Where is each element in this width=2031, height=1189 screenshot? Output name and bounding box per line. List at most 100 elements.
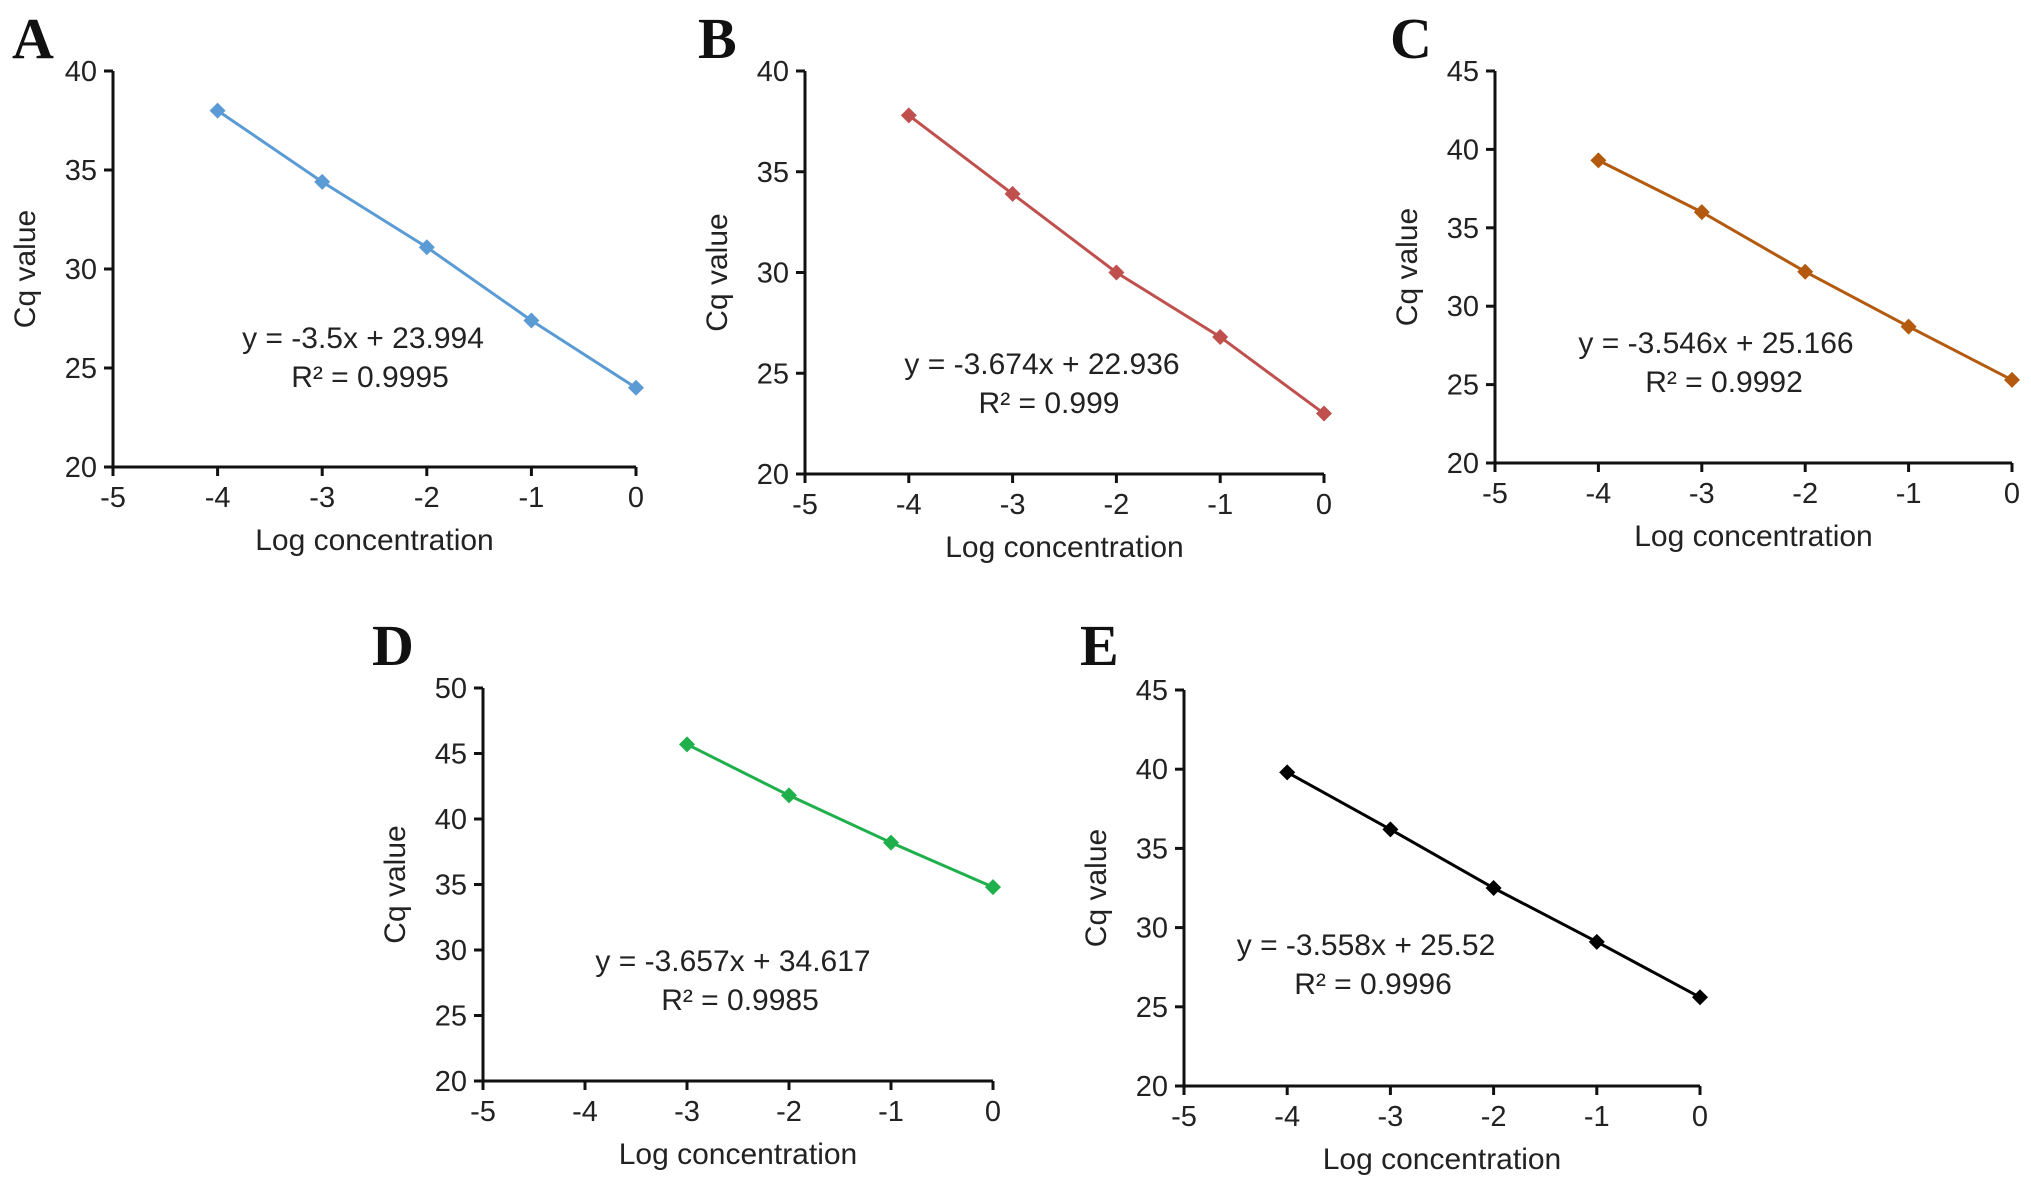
r-squared-label: R² = 0.9992 xyxy=(1645,366,1803,399)
y-tick-label: 20 xyxy=(757,459,789,491)
x-tick-label: -1 xyxy=(519,482,545,514)
y-tick-label: 25 xyxy=(1136,992,1168,1024)
trendline-equation: y = -3.5x + 23.994 xyxy=(242,322,484,355)
x-axis-label: Log concentration xyxy=(1323,1143,1562,1176)
r-squared-label: R² = 0.999 xyxy=(979,387,1120,420)
data-point xyxy=(1485,880,1502,896)
y-tick-label: 30 xyxy=(1447,291,1479,323)
y-axis-label: Cq value xyxy=(701,213,734,331)
y-tick-label: 25 xyxy=(757,358,789,390)
x-tick-label: -1 xyxy=(1207,489,1233,521)
y-tick-label: 35 xyxy=(435,870,467,902)
x-tick-label: -2 xyxy=(1104,489,1130,521)
series-line xyxy=(686,742,994,889)
y-tick-label: 25 xyxy=(435,1001,467,1033)
trendline-equation: y = -3.546x + 25.166 xyxy=(1578,327,1853,360)
x-tick-label: -3 xyxy=(1000,489,1026,521)
y-tick-label: 45 xyxy=(1136,675,1168,707)
y-tick-label: 35 xyxy=(65,155,97,187)
panel-letter: C xyxy=(1390,6,1432,71)
panel-letter: D xyxy=(372,613,414,678)
data-point xyxy=(1316,405,1332,422)
x-tick-label: -5 xyxy=(1171,1101,1197,1133)
x-tick-label: -5 xyxy=(470,1096,496,1128)
y-tick-label: 20 xyxy=(65,452,97,484)
y-tick-label: 45 xyxy=(435,739,467,771)
x-tick-label: -4 xyxy=(1586,478,1612,510)
x-tick-label: -2 xyxy=(1481,1101,1507,1133)
data-point xyxy=(1108,264,1125,281)
x-tick-label: -3 xyxy=(1689,478,1715,510)
r-squared-label: R² = 0.9995 xyxy=(291,361,449,394)
y-tick-label: 40 xyxy=(65,56,97,88)
data-point xyxy=(418,239,435,256)
y-tick-label: 20 xyxy=(435,1066,467,1098)
y-tick-label: 35 xyxy=(1447,213,1479,245)
data-point xyxy=(1004,185,1021,202)
x-tick-label: -4 xyxy=(572,1096,598,1128)
chart-panel-a: A 20 25 30 35 40 -5 -4 -3 -2 -1 0 Log concentration C… xyxy=(9,6,644,557)
chart-panel-e: E 20 25 30 35 40 45 -5 -4 -3 -2 -1 0 Log concentratio… xyxy=(1080,613,1708,1176)
y-tick-label: 30 xyxy=(65,254,97,286)
y-tick-label: 45 xyxy=(1447,56,1479,88)
data-point xyxy=(985,879,1001,896)
y-axis-label: Cq value xyxy=(1391,208,1424,326)
x-axis-label: Log concentration xyxy=(945,531,1184,564)
y-tick-label: 25 xyxy=(65,353,97,385)
trendline-equation: y = -3.674x + 22.936 xyxy=(904,348,1179,381)
data-point xyxy=(1693,204,1710,221)
chart-panel-b: B 20 25 30 35 40 -5 -4 -3 -2 -1 0 Log concentration C… xyxy=(698,6,1332,564)
data-point xyxy=(2004,371,2020,388)
y-tick-label: 25 xyxy=(1447,370,1479,402)
x-tick-label: -2 xyxy=(776,1096,802,1128)
data-point xyxy=(314,173,331,190)
y-axis-label: Cq value xyxy=(379,825,412,943)
panel-letter: E xyxy=(1080,613,1119,678)
x-tick-label: -4 xyxy=(896,489,922,521)
data-point xyxy=(900,107,917,124)
x-tick-label: 0 xyxy=(1692,1101,1708,1133)
data-point xyxy=(628,379,644,396)
y-tick-label: 30 xyxy=(1136,913,1168,945)
y-tick-label: 40 xyxy=(1136,754,1168,786)
x-tick-label: -3 xyxy=(674,1096,700,1128)
data-point xyxy=(781,787,797,804)
y-tick-label: 20 xyxy=(1447,448,1479,480)
x-tick-label: -4 xyxy=(205,482,231,514)
y-tick-label: 50 xyxy=(435,673,467,705)
chart-panel-d: D 20 25 30 35 40 45 50 -5 -4 -3 -2 -1 0 Log concentrat… xyxy=(372,613,1001,1171)
y-tick-label: 35 xyxy=(757,157,789,189)
data-point xyxy=(1588,933,1605,950)
r-squared-label: R² = 0.9996 xyxy=(1294,968,1452,1001)
y-tick-label: 40 xyxy=(1447,134,1479,166)
y-tick-label: 20 xyxy=(1136,1071,1168,1103)
x-tick-label: -1 xyxy=(878,1096,904,1128)
y-tick-label: 30 xyxy=(435,935,467,967)
y-axis-label: Cq value xyxy=(9,210,42,328)
x-tick-label: -4 xyxy=(1274,1101,1300,1133)
y-tick-label: 35 xyxy=(1136,833,1168,865)
data-point xyxy=(1590,152,1607,169)
x-tick-label: -3 xyxy=(309,482,335,514)
x-axis-label: Log concentration xyxy=(619,1138,858,1171)
chart-panel-c: C 20 25 30 35 40 45 -5 -4 -3 -2 -1 0 Log concentratio… xyxy=(1390,6,2020,553)
y-tick-label: 40 xyxy=(435,804,467,836)
data-point xyxy=(523,312,540,329)
data-point xyxy=(209,102,226,119)
x-tick-label: -2 xyxy=(1792,478,1818,510)
data-point xyxy=(679,736,695,753)
data-point xyxy=(1692,989,1708,1006)
x-tick-label: 0 xyxy=(985,1096,1001,1128)
panel-letter: A xyxy=(12,6,54,71)
data-point xyxy=(1212,328,1229,345)
x-tick-label: -1 xyxy=(1584,1101,1610,1133)
data-point xyxy=(1797,263,1814,280)
data-point xyxy=(883,834,899,851)
data-point xyxy=(1279,764,1296,781)
x-tick-label: 0 xyxy=(2004,478,2020,510)
x-axis-label: Log concentration xyxy=(255,524,494,557)
trendline-equation: y = -3.657x + 34.617 xyxy=(595,945,870,978)
x-tick-label: -5 xyxy=(100,482,126,514)
x-tick-label: -1 xyxy=(1896,478,1922,510)
